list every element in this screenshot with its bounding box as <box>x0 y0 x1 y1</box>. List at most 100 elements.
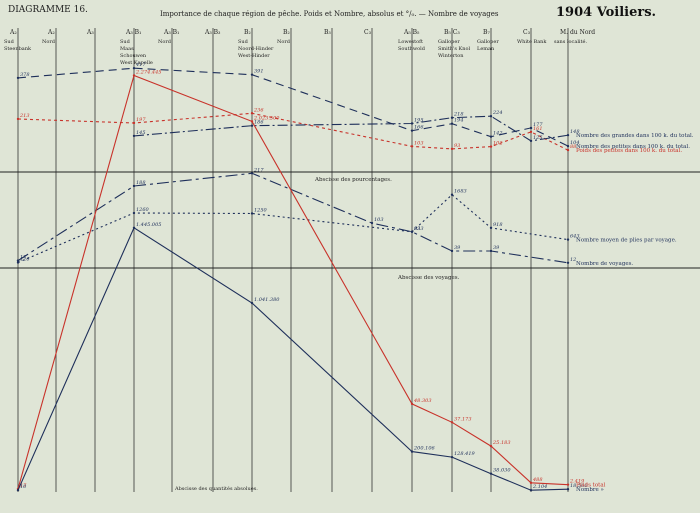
data-point <box>489 249 493 253</box>
data-label: 142 <box>493 131 503 137</box>
data-point <box>489 472 493 475</box>
data-label: 1683 <box>454 189 467 195</box>
column-header: C₃ <box>523 29 531 36</box>
column-header: A₂ <box>47 29 55 36</box>
column-header: A₃ B₁ <box>163 29 179 36</box>
data-label: 1.041.380 <box>254 297 280 303</box>
data-label: 1.445.005 <box>136 222 161 228</box>
data-point <box>529 481 533 485</box>
data-point <box>566 133 570 137</box>
data-point <box>450 147 454 151</box>
data-label: 195 <box>414 117 424 123</box>
data-point <box>566 148 570 152</box>
data-label: 93 <box>454 143 460 149</box>
data-point <box>250 172 254 175</box>
data-label: 197 <box>136 117 146 123</box>
column-header: B₂ <box>244 29 251 36</box>
data-point <box>250 112 254 115</box>
legend-labels: Nombre des petites dans 100 k. du total.… <box>576 133 694 493</box>
data-label: 177 <box>533 122 543 128</box>
data-point <box>450 116 454 119</box>
column-subheader: Maas <box>120 46 134 52</box>
data-point <box>489 444 493 448</box>
data-point <box>132 121 136 125</box>
column-header: A₂ <box>9 29 17 36</box>
data-label: 200.106 <box>413 446 435 452</box>
quantity-axis-label: Abscisse des quantités absolues. <box>174 485 258 492</box>
series-layer: 378 417 391 166 194 142 177 104 213 197 236 103 93 10… <box>16 62 588 492</box>
data-label: 417 <box>135 62 146 68</box>
data-point <box>250 301 254 305</box>
column-subheader: Galloper <box>438 39 460 45</box>
data-label: 25.183 <box>492 440 511 446</box>
series-legend-label: Nombre » <box>576 487 604 493</box>
data-label: 378 <box>20 72 30 78</box>
column-header: M. du Nord <box>560 29 595 36</box>
diagram-label: DIAGRAMME 16. <box>8 5 88 15</box>
chart-subtitle: Importance de chaque région de pêche. Po… <box>160 10 499 18</box>
data-point <box>16 488 20 492</box>
data-label: 488 <box>532 477 543 483</box>
series-legend-label: Nombre moyen de plies par voyage. <box>576 238 677 244</box>
data-point <box>566 144 570 148</box>
column-header: A₃ B₃ <box>204 29 221 36</box>
data-label: 1260 <box>136 207 150 213</box>
data-label: 39 <box>454 245 461 251</box>
data-point <box>410 450 414 453</box>
column-subheader: Noord-Hinder <box>238 46 274 52</box>
data-label: 39 <box>493 245 500 251</box>
series-line <box>17 112 569 151</box>
data-point <box>16 259 20 262</box>
data-label: 17 <box>20 483 27 489</box>
column-header: B₂ <box>283 29 290 36</box>
column-subheader: Leman <box>477 46 495 52</box>
data-point <box>529 488 533 492</box>
data-point <box>250 212 254 215</box>
data-label: 88 <box>570 144 576 150</box>
column-subheader: Smith's Knol <box>438 46 470 52</box>
data-point <box>16 261 20 264</box>
data-label: 2.104 <box>532 484 547 490</box>
column-subheader: Nord <box>158 39 172 45</box>
data-point <box>370 221 374 225</box>
data-point <box>410 145 414 148</box>
data-label: 145 <box>136 130 146 136</box>
column-subheader: Sud <box>120 39 131 45</box>
data-point <box>410 402 414 406</box>
data-point <box>489 226 493 230</box>
series-line <box>17 67 569 147</box>
data-label: 83 <box>414 226 420 232</box>
data-label: 833 <box>414 226 424 232</box>
data-label: 188 <box>136 180 146 186</box>
data-point <box>450 122 454 125</box>
data-label: 236 <box>253 107 264 113</box>
data-point <box>489 115 493 118</box>
data-point <box>410 122 414 125</box>
column-subheader: Galloper <box>477 39 499 45</box>
column-subheader: Schouwen <box>120 53 147 59</box>
data-point <box>16 117 20 121</box>
data-point <box>450 455 454 459</box>
data-label: 161 <box>533 126 543 132</box>
series-legend-label: Nombre des grandes dans 100 k. du total. <box>576 133 694 139</box>
data-label: 2.274.445 <box>135 70 161 76</box>
column-subheader: Sud <box>238 39 249 45</box>
data-point <box>529 126 533 130</box>
column-header: B₅ C₃ <box>444 29 460 36</box>
data-point <box>566 238 570 241</box>
data-point <box>132 184 136 188</box>
column-subheader: West-Hinder <box>238 53 270 59</box>
data-point <box>132 226 136 229</box>
series-legend-label: Poids total <box>576 483 606 489</box>
data-point <box>250 73 254 76</box>
data-label: 104 <box>570 140 580 146</box>
data-label: 166 <box>414 125 424 131</box>
column-subheader: Winterton <box>438 53 464 59</box>
data-point <box>566 488 570 491</box>
column-subheader: sans localité. <box>554 38 587 45</box>
voyages-axis-label: Abscisse des voyages. <box>397 275 460 281</box>
data-point <box>566 483 570 486</box>
